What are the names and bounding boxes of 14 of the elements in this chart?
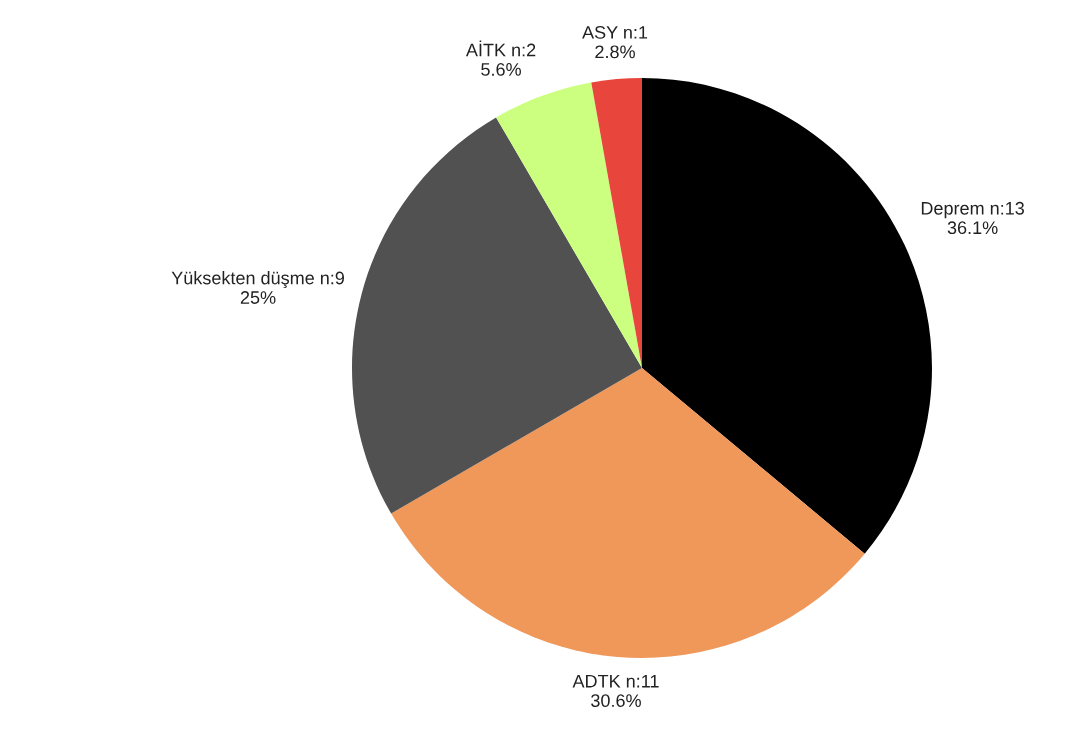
slice-label: ASY n:1 bbox=[582, 25, 648, 39]
data-label: 30.6% bbox=[591, 694, 641, 708]
slice-label: ADTK n:11 bbox=[572, 674, 659, 688]
data-label: 5.6% bbox=[481, 63, 521, 76]
data-label: 25% bbox=[240, 291, 276, 304]
slice-label: Deprem n:13 bbox=[921, 201, 1024, 219]
slice-label: AİTK n:2 bbox=[465, 40, 536, 57]
slice-label: Yüksekten düşme n:9 bbox=[171, 271, 344, 289]
pie-slice bbox=[591, 78, 642, 368]
pie-slice bbox=[352, 117, 642, 514]
data-label: 36.1% bbox=[947, 221, 998, 235]
data-label: 2.8% bbox=[595, 45, 635, 59]
pie-slice bbox=[496, 82, 642, 368]
pie-slice bbox=[391, 368, 865, 658]
